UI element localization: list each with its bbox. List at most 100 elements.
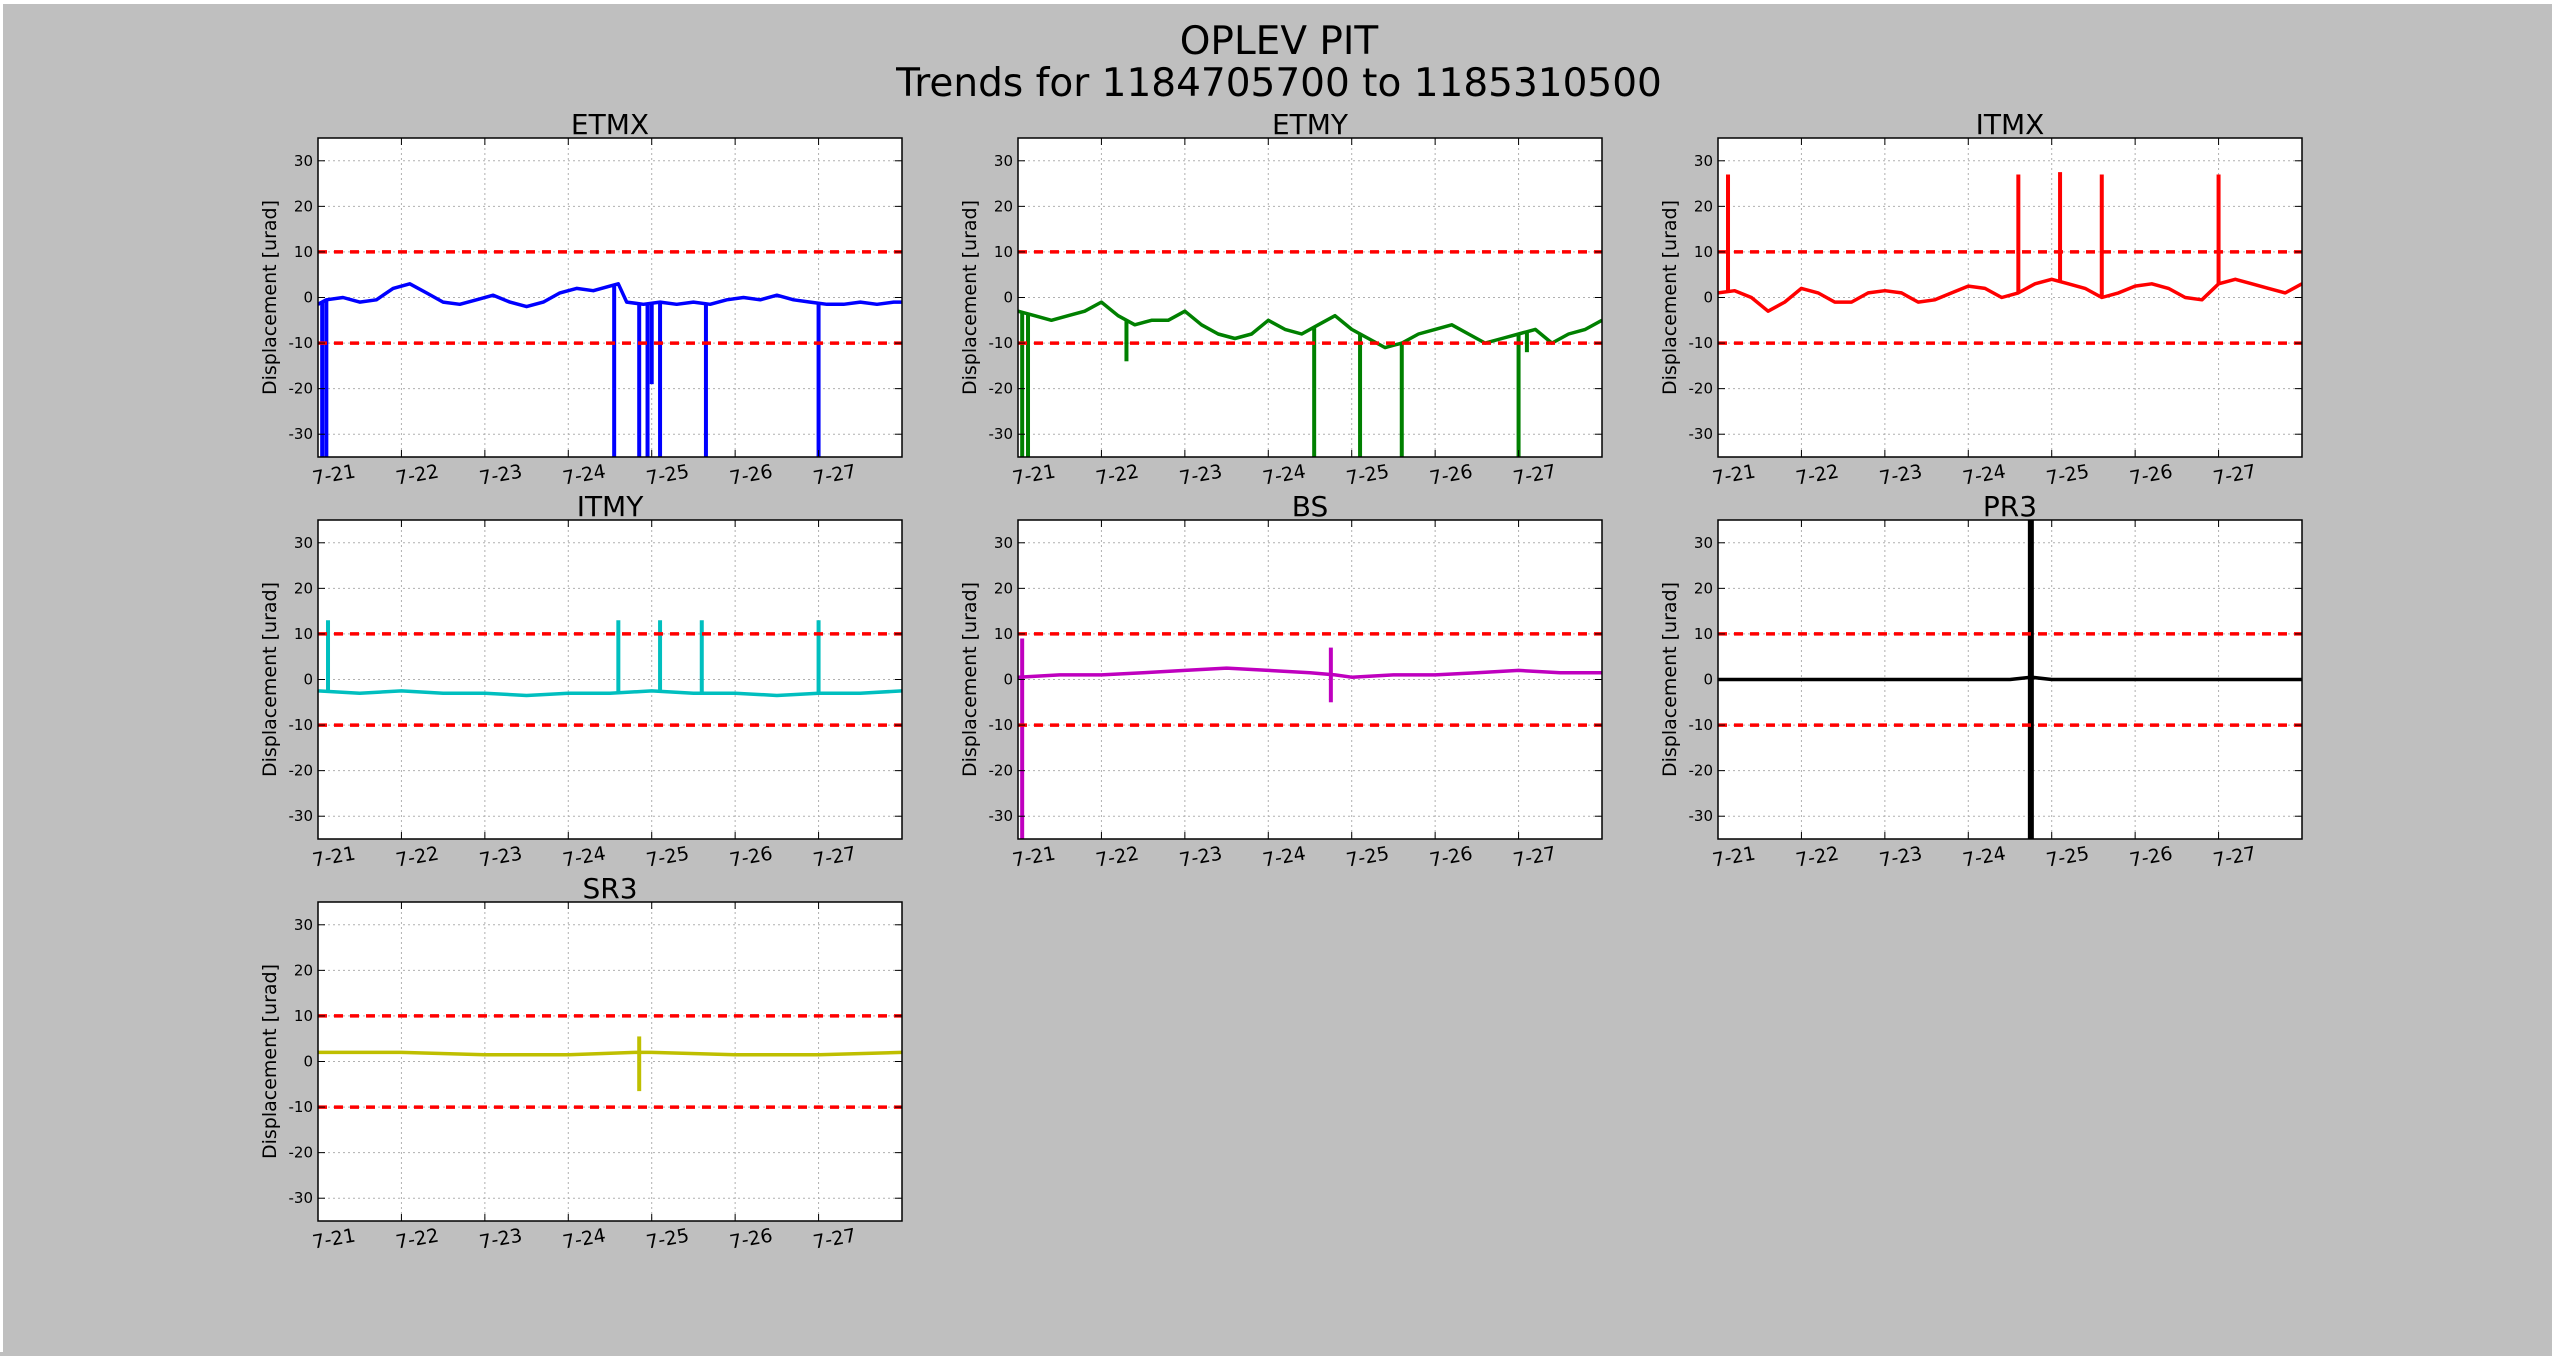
x-tick-label: 7-26 [1428, 461, 1474, 490]
y-tick-label: 10 [294, 243, 313, 261]
y-tick-label: 0 [303, 1053, 313, 1071]
y-tick-label: 10 [994, 625, 1013, 643]
x-tick-label: 7-24 [1261, 843, 1307, 872]
x-tick-label: 7-21 [311, 843, 357, 872]
x-tick-label: 7-21 [311, 461, 357, 490]
x-tick-label: 7-24 [1961, 461, 2007, 490]
y-tick-label: -10 [289, 334, 314, 352]
x-tick-label: 7-22 [1094, 843, 1140, 872]
chart-panel-bs: -30 -20 -10 0 10 20 30 7-21 7-22 7-23 7-24 7-25 7-26… [959, 490, 1603, 872]
y-tick-label: -20 [1689, 380, 1714, 398]
x-tick-label: 7-27 [1511, 461, 1557, 490]
x-tick-label: 7-27 [1511, 843, 1557, 872]
y-tick-label: -30 [989, 425, 1014, 443]
y-tick-label: 10 [294, 625, 313, 643]
x-tick-label: 7-26 [728, 461, 774, 490]
data-layer [1018, 250, 1602, 457]
y-tick-label: -20 [989, 380, 1014, 398]
y-tick-label: 20 [294, 197, 313, 215]
data-series-line [318, 282, 902, 309]
panel-title: ETMY [1272, 108, 1349, 141]
y-tick-label: 30 [1694, 534, 1713, 552]
y-tick-label: 0 [1003, 671, 1013, 689]
panel-title: ITMX [1976, 108, 2045, 141]
y-tick-label: -20 [1689, 762, 1714, 780]
x-tick-label: 7-26 [2128, 461, 2174, 490]
x-tick-label: 7-27 [2211, 843, 2257, 872]
y-tick-label: 10 [1694, 243, 1713, 261]
y-tick-label: 20 [1694, 579, 1713, 597]
x-tick-label: 7-21 [1011, 843, 1057, 872]
y-tick-label: 10 [994, 243, 1013, 261]
chart-panel-itmy: -30 -20 -10 0 10 20 30 7-21 7-22 7-23 7-24 7-25 7-26… [259, 490, 903, 872]
data-layer [318, 250, 902, 457]
x-tick-label: 7-24 [561, 843, 607, 872]
x-tick-label: 7-23 [478, 461, 524, 490]
y-tick-label: 10 [294, 1007, 313, 1025]
x-tick-label: 7-25 [2045, 843, 2091, 872]
y-axis-label: Displacement [urad] [959, 200, 981, 395]
x-tick-label: 7-24 [561, 461, 607, 490]
data-series-line [1718, 675, 2302, 682]
data-series-line [1018, 666, 1602, 679]
data-layer [1018, 632, 1602, 839]
x-tick-label: 7-25 [645, 1225, 691, 1254]
x-tick-label: 7-24 [1961, 843, 2007, 872]
panel-title: BS [1292, 490, 1329, 523]
x-tick-label: 7-26 [728, 843, 774, 872]
y-tick-label: 20 [1694, 197, 1713, 215]
y-tick-label: -20 [989, 762, 1014, 780]
y-tick-label: 0 [303, 289, 313, 307]
y-tick-label: 30 [994, 534, 1013, 552]
y-tick-label: 20 [994, 197, 1013, 215]
panel-title: SR3 [582, 872, 637, 905]
y-tick-label: -20 [289, 1144, 314, 1162]
x-tick-label: 7-27 [811, 461, 857, 490]
x-tick-label: 7-21 [1011, 461, 1057, 490]
y-tick-label: 0 [303, 671, 313, 689]
y-tick-label: -10 [1689, 334, 1714, 352]
x-tick-label: 7-22 [1794, 843, 1840, 872]
x-tick-label: 7-21 [311, 1225, 357, 1254]
x-tick-label: 7-25 [1345, 843, 1391, 872]
chart-panel-itmx: -30 -20 -10 0 10 20 30 7-21 7-22 7-23 7-24 7-25 7-26… [1659, 108, 2303, 490]
y-tick-label: 20 [294, 961, 313, 979]
y-tick-label: -30 [1689, 425, 1714, 443]
chart-panel-etmy: -30 -20 -10 0 10 20 30 7-21 7-22 7-23 7-24 7-25 7-26… [959, 108, 1603, 490]
x-tick-label: 7-24 [1261, 461, 1307, 490]
y-axis-label: Displacement [urad] [1659, 582, 1681, 777]
x-tick-label: 7-22 [1794, 461, 1840, 490]
panel-title: ETMX [571, 108, 649, 141]
y-tick-label: -20 [289, 762, 314, 780]
chart-panel-pr3: -30 -20 -10 0 10 20 30 7-21 7-22 7-23 7-24 7-25 7-26… [1659, 490, 2303, 872]
chart-panel-etmx: -30 -20 -10 0 10 20 30 7-21 7-22 7-23 7-24 7-25 7-26… [259, 108, 903, 490]
y-tick-label: 20 [994, 579, 1013, 597]
y-tick-label: -20 [289, 380, 314, 398]
y-tick-label: -30 [289, 425, 314, 443]
y-tick-label: 20 [294, 579, 313, 597]
y-axis-label: Displacement [urad] [1659, 200, 1681, 395]
x-tick-label: 7-26 [2128, 843, 2174, 872]
y-tick-label: -10 [989, 334, 1014, 352]
x-tick-label: 7-23 [1878, 461, 1924, 490]
y-tick-label: 30 [294, 916, 313, 934]
x-tick-label: 7-22 [394, 461, 440, 490]
data-layer [1718, 520, 2302, 839]
x-tick-label: 7-25 [1345, 461, 1391, 490]
data-series-line [1718, 277, 2302, 313]
y-tick-label: -10 [289, 1098, 314, 1116]
x-tick-label: 7-22 [394, 1225, 440, 1254]
y-tick-label: -30 [989, 807, 1014, 825]
plots-area: -30 -20 -10 0 10 20 30 7-21 7-22 7-23 7-24 7-25 7-26… [259, 108, 2303, 1254]
x-tick-label: 7-21 [1711, 843, 1757, 872]
y-tick-label: 30 [994, 152, 1013, 170]
panel-title: ITMY [577, 490, 645, 523]
x-tick-label: 7-25 [645, 461, 691, 490]
x-tick-label: 7-26 [1428, 843, 1474, 872]
x-tick-label: 7-22 [394, 843, 440, 872]
y-tick-label: 30 [294, 534, 313, 552]
data-series-line [318, 689, 902, 698]
y-tick-label: 30 [294, 152, 313, 170]
panel-title: PR3 [1983, 490, 2037, 523]
